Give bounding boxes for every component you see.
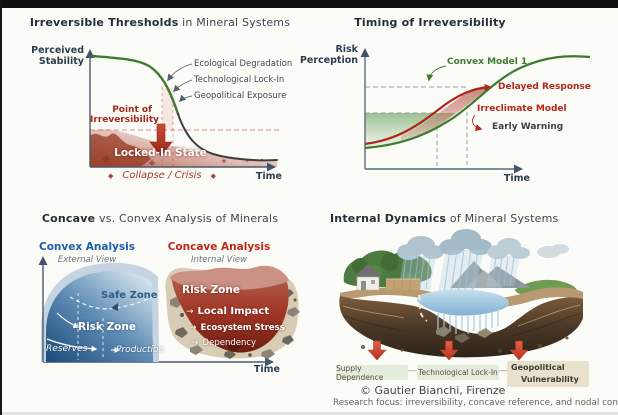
id-title-rest: of Mineral Systems	[446, 212, 559, 225]
point-of-irreversibility-label: Point of Irreversibility	[90, 105, 160, 125]
concave-bowl-rim	[170, 265, 289, 293]
timing-title: Timing of Irreversibility	[354, 16, 506, 29]
dash-separator: —	[498, 366, 508, 376]
top-border-bar	[0, 0, 618, 8]
convex-dome	[46, 271, 153, 362]
irreclimate-model-label: Irreclimate Model	[477, 104, 567, 114]
dash-separator: —	[407, 366, 417, 376]
irreversibility-arrow	[149, 123, 173, 157]
stone-wall	[386, 278, 420, 290]
external-view-subheading: External View	[57, 255, 117, 265]
convex-model-curve	[364, 55, 591, 150]
thresholds-title-bold: Irreversible Thresholds	[29, 16, 179, 29]
concave-convex-x-axis-label: Time	[253, 364, 280, 375]
arrow-right-icon: →	[191, 338, 199, 348]
annotation-technological-lock-in: Technological Lock-In	[194, 75, 285, 85]
geopolitical-vulnerability-chip: Geopolitical Vulnerability	[507, 361, 589, 387]
delayed-response-region	[401, 87, 491, 141]
house	[354, 264, 382, 291]
reserves-label: Reserves	[46, 344, 88, 354]
cc-title-rest: vs. Convex Analysis of Minerals	[95, 212, 279, 225]
ecosystem-stress-label: Ecosystem Stress	[200, 323, 285, 333]
internal-dynamics-panel-title: Internal Dynamics of Mineral Systems	[330, 212, 559, 225]
pressure-arrows	[367, 340, 529, 361]
technological-lock-in-chip: Technological Lock-In	[417, 365, 499, 380]
copyright-line: © Gautier Bianchi, Firenze	[360, 384, 506, 397]
convex-analysis-heading: Convex Analysis	[38, 241, 136, 253]
point-line2: Irreversibility	[90, 115, 160, 125]
concave-convex-diagram	[38, 256, 300, 367]
thresholds-y-axis-label: Perceived Stability	[28, 45, 84, 67]
cc-title-bold: Concave	[41, 212, 96, 225]
delayed-response-label: Delayed Response	[498, 82, 591, 92]
dependency-label: Dependency	[202, 338, 257, 348]
left-border-bar	[0, 0, 2, 415]
annotation-geopolitical-exposure: Geopolitical Exposure	[194, 91, 287, 101]
ecosystem-stress-row: → Ecosystem Stress	[189, 323, 285, 333]
y-label-line2: Stability	[38, 56, 84, 67]
y-label-line1: Perceived	[31, 45, 84, 56]
research-focus-line: Research focus: irreversibility, concave…	[333, 398, 618, 408]
id-title-bold: Internal Dynamics	[330, 212, 447, 225]
risk-zone-label-convex: Risk Zone	[78, 321, 136, 333]
delayed-response-curve	[364, 83, 492, 146]
thresholds-x-axis-label: Time	[255, 171, 282, 182]
production-label: Production	[116, 345, 165, 355]
stability-curve-dark	[177, 113, 278, 162]
collapse-crisis-label: Collapse / Crisis	[122, 170, 202, 181]
risk-label-line2: Perception	[299, 55, 358, 66]
lake	[417, 289, 509, 316]
annotation-ecological-degradation: Ecological Degradation	[194, 59, 293, 69]
collapse-crisis-row: ◆ Collapse / Crisis ◆	[92, 170, 232, 181]
thresholds-title-rest: in Mineral Systems	[178, 16, 291, 29]
timing-panel-title: Timing of Irreversibility	[330, 16, 530, 29]
bottom-border-bar	[0, 412, 618, 415]
risk-label-line1: Risk	[335, 44, 358, 55]
geo-chip-line1: Geopolitical	[511, 363, 565, 372]
arrow-right-icon: →	[189, 323, 197, 333]
rain-clouds	[397, 229, 569, 293]
early-warning-label: Early Warning	[492, 122, 564, 132]
stability-curve-green	[90, 54, 180, 116]
thresholds-panel-title: Irreversible Thresholds in Mineral Syste…	[12, 16, 308, 29]
concave-bowl	[172, 280, 289, 353]
mineral-landscape-illustration	[339, 229, 583, 361]
concave-analysis-heading: Concave Analysis	[167, 241, 271, 253]
timing-y-axis-label: Risk Perception	[298, 44, 358, 66]
point-line1: Point of	[112, 105, 152, 115]
concave-convex-panel-title: Concave vs. Convex Analysis of Minerals	[15, 212, 305, 225]
timing-x-axis-label: Time	[503, 173, 530, 184]
dependency-row: → Dependency	[191, 338, 256, 348]
convex-model-label: Convex Model 1	[447, 57, 528, 67]
risk-zone-label-concave: Risk Zone	[182, 284, 240, 296]
local-impact-label: Local Impact	[197, 306, 270, 317]
supply-dependence-chip: Supply Dependence	[336, 364, 408, 382]
safe-zone-label: Safe Zone	[101, 290, 158, 301]
timing-chart	[360, 48, 591, 174]
geo-chip-line2: Vulnerability	[521, 375, 579, 384]
borehole-dashed-path	[418, 294, 428, 322]
diamond-icon: ◆	[107, 171, 114, 180]
arrow-right-icon: →	[186, 306, 194, 317]
diamond-icon: ◆	[210, 171, 217, 180]
internal-view-subheading: Internal View	[191, 255, 247, 265]
locked-in-state-label: Locked-In State	[114, 147, 207, 159]
thresholds-chart	[85, 49, 279, 172]
local-impact-row: → Local Impact	[186, 306, 269, 317]
